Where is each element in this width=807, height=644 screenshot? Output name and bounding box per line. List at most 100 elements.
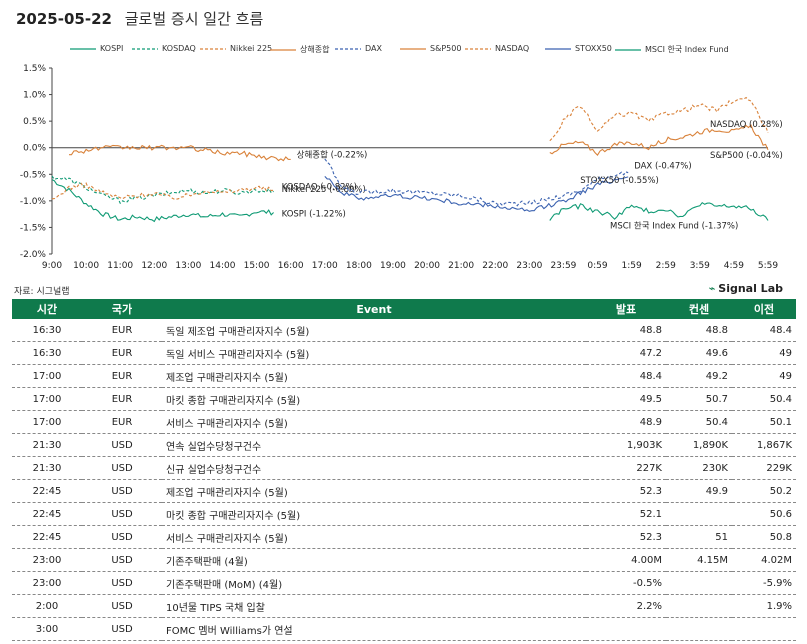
- row-actual: 4.00M: [586, 548, 666, 572]
- series-line: [549, 124, 769, 156]
- row-actual: 52.3: [586, 525, 666, 549]
- row-event: 서비스 구매관리자지수 (5월): [162, 410, 586, 434]
- legend-swatch: [400, 47, 426, 50]
- x-tick-label: 1:59: [622, 261, 642, 271]
- x-tick-label: 2:59: [656, 261, 676, 271]
- row-time: 21:30: [12, 433, 82, 457]
- row-consensus: 48.8: [666, 319, 732, 342]
- row-consensus: 49.6: [666, 341, 732, 365]
- series-line: [69, 144, 291, 162]
- row-actual: 1,903K: [586, 433, 666, 457]
- legend-swatch: [465, 47, 491, 50]
- y-tick-label: 1.0%: [23, 91, 46, 101]
- x-tick-label: 14:00: [210, 261, 236, 271]
- series-end-label: NASDAQ (0.28%): [710, 120, 783, 130]
- brand-logo: ⌁ Signal Lab: [709, 282, 783, 295]
- row-event: 서비스 구매관리자지수 (5월): [162, 525, 586, 549]
- table-row: 2:00 USD 10년물 TIPS 국채 입찰 2.2% 1.9%: [12, 594, 796, 618]
- row-event: 기존주택판매 (MoM) (4월): [162, 571, 586, 595]
- x-tick-label: 18:00: [346, 261, 372, 271]
- row-time: 22:45: [12, 479, 82, 503]
- row-previous: [732, 617, 796, 641]
- legend-label: STOXX50: [575, 44, 612, 53]
- legend-swatch: [615, 48, 641, 51]
- row-event: 10년물 TIPS 국채 입찰: [162, 594, 586, 618]
- x-tick-label: 23:59: [550, 261, 576, 271]
- row-previous: 1.9%: [732, 594, 796, 618]
- series-line: [51, 179, 274, 223]
- row-time: 3:00: [12, 617, 82, 641]
- legend-item: DAX: [335, 44, 382, 53]
- table-row: 22:45 USD 마킷 종합 구매관리자지수 (5월) 52.1 50.6: [12, 502, 796, 526]
- series-line: [324, 176, 629, 212]
- row-actual: 227K: [586, 456, 666, 480]
- x-tick-label: 19:00: [380, 261, 406, 271]
- table-row: 22:45 USD 제조업 구매관리자지수 (5월) 52.3 49.9 50.2: [12, 479, 796, 503]
- row-event: 신규 실업수당청구건수: [162, 456, 586, 480]
- row-previous: 50.2: [732, 479, 796, 503]
- series-line: [549, 201, 769, 221]
- row-country: EUR: [82, 387, 162, 411]
- row-time: 17:00: [12, 410, 82, 434]
- row-country: EUR: [82, 341, 162, 365]
- legend-label: MSCI 한국 Index Fund: [645, 45, 729, 54]
- page-title: 2025-05-22 글로벌 증시 일간 흐름: [16, 8, 263, 29]
- x-tick-label: 15:00: [244, 261, 270, 271]
- series-end-label: S&P500 (-0.04%): [710, 151, 783, 161]
- row-actual: [586, 617, 666, 641]
- row-event: 제조업 구매관리자지수 (5월): [162, 479, 586, 503]
- y-tick-label: 1.5%: [23, 64, 46, 74]
- economic-calendar-table: 시간 국가 Event 발표 컨센 이전 16:30 EUR 독일 제조업 구매관리…: [12, 299, 796, 641]
- brand-name: Signal Lab: [718, 282, 783, 295]
- row-previous: 50.8: [732, 525, 796, 549]
- row-country: USD: [82, 617, 162, 641]
- series-end-label: KOSPI (-1.22%): [282, 210, 346, 220]
- legend-item: STOXX50: [545, 44, 612, 53]
- row-actual: 49.5: [586, 387, 666, 411]
- row-event: 기존주택판매 (4월): [162, 548, 586, 572]
- x-tick-label: 5:59: [758, 261, 778, 271]
- row-actual: 47.2: [586, 341, 666, 365]
- legend-label: DAX: [365, 44, 382, 53]
- row-country: USD: [82, 479, 162, 503]
- row-event: 연속 실업수당청구건수: [162, 433, 586, 457]
- x-tick-label: 10:00: [73, 261, 99, 271]
- row-time: 2:00: [12, 594, 82, 618]
- x-tick-label: 12:00: [141, 261, 167, 271]
- legend-item: KOSPI: [70, 44, 123, 53]
- row-time: 22:45: [12, 502, 82, 526]
- row-previous: 50.1: [732, 410, 796, 434]
- row-actual: 48.9: [586, 410, 666, 434]
- table-row: 17:00 EUR 서비스 구매관리자지수 (5월) 48.9 50.4 50.1: [12, 410, 796, 434]
- y-tick-label: -1.0%: [20, 197, 47, 207]
- legend-label: Nikkei 225: [230, 44, 273, 53]
- x-tick-label: 17:00: [312, 261, 338, 271]
- legend-item: KOSDAQ: [132, 44, 196, 53]
- row-event: FOMC 멤버 Williams가 연설: [162, 617, 586, 641]
- y-tick-label: -2.0%: [20, 250, 47, 260]
- row-previous: 50.6: [732, 502, 796, 526]
- legend-item: MSCI 한국 Index Fund: [615, 44, 729, 55]
- line-chart: 1.5% 1.0% 0.5% 0.0% -0.5% -1.0% -1.5% -2.0%9:00…: [20, 64, 783, 271]
- legend-label: KOSDAQ: [162, 44, 196, 53]
- row-consensus: 1,890K: [666, 433, 732, 457]
- row-consensus: [666, 571, 732, 595]
- row-event: 마킷 종합 구매관리자지수 (5월): [162, 502, 586, 526]
- source-note: 자료: 시그널랩: [14, 287, 70, 297]
- col-header-country: 국가: [82, 299, 162, 319]
- x-tick-label: 3:59: [690, 261, 710, 271]
- row-time: 21:30: [12, 456, 82, 480]
- series-end-label: Nikkei 225 (-0.80%): [282, 185, 366, 195]
- row-previous: 4.02M: [732, 548, 796, 572]
- legend-item: NASDAQ: [465, 44, 529, 53]
- y-tick-label: 0.0%: [23, 144, 46, 154]
- x-tick-label: 11:00: [107, 261, 133, 271]
- legend-item: Nikkei 225: [200, 44, 272, 53]
- report-date: 2025-05-22: [16, 10, 112, 28]
- table-row: 21:30 USD 신규 실업수당청구건수 227K 230K 229K: [12, 456, 796, 480]
- x-tick-label: 23:00: [516, 261, 542, 271]
- row-time: 23:00: [12, 548, 82, 572]
- table-row: 17:00 EUR 마킷 종합 구매관리자지수 (5월) 49.5 50.7 50.4: [12, 387, 796, 411]
- table-row: 3:00 USD FOMC 멤버 Williams가 연설: [12, 617, 796, 641]
- col-header-previous: 이전: [732, 299, 796, 319]
